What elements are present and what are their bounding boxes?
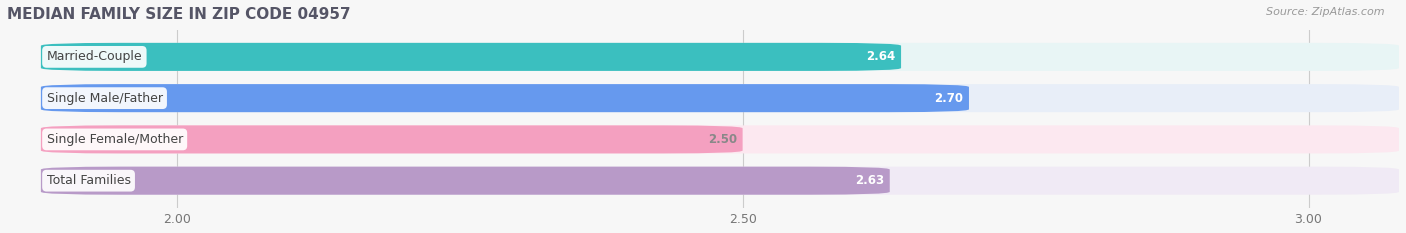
FancyBboxPatch shape — [41, 125, 742, 154]
Text: Total Families: Total Families — [46, 174, 131, 187]
FancyBboxPatch shape — [41, 84, 969, 112]
FancyBboxPatch shape — [41, 43, 1399, 71]
Text: 2.63: 2.63 — [855, 174, 884, 187]
Text: Single Male/Father: Single Male/Father — [46, 92, 163, 105]
FancyBboxPatch shape — [41, 167, 1399, 195]
Text: Single Female/Mother: Single Female/Mother — [46, 133, 183, 146]
FancyBboxPatch shape — [41, 84, 1399, 112]
Text: MEDIAN FAMILY SIZE IN ZIP CODE 04957: MEDIAN FAMILY SIZE IN ZIP CODE 04957 — [7, 7, 350, 22]
Text: Married-Couple: Married-Couple — [46, 50, 142, 63]
FancyBboxPatch shape — [41, 167, 890, 195]
Text: Source: ZipAtlas.com: Source: ZipAtlas.com — [1267, 7, 1385, 17]
FancyBboxPatch shape — [41, 125, 1399, 154]
Text: 2.64: 2.64 — [866, 50, 896, 63]
Text: 2.50: 2.50 — [707, 133, 737, 146]
FancyBboxPatch shape — [41, 43, 901, 71]
Text: 2.70: 2.70 — [935, 92, 963, 105]
